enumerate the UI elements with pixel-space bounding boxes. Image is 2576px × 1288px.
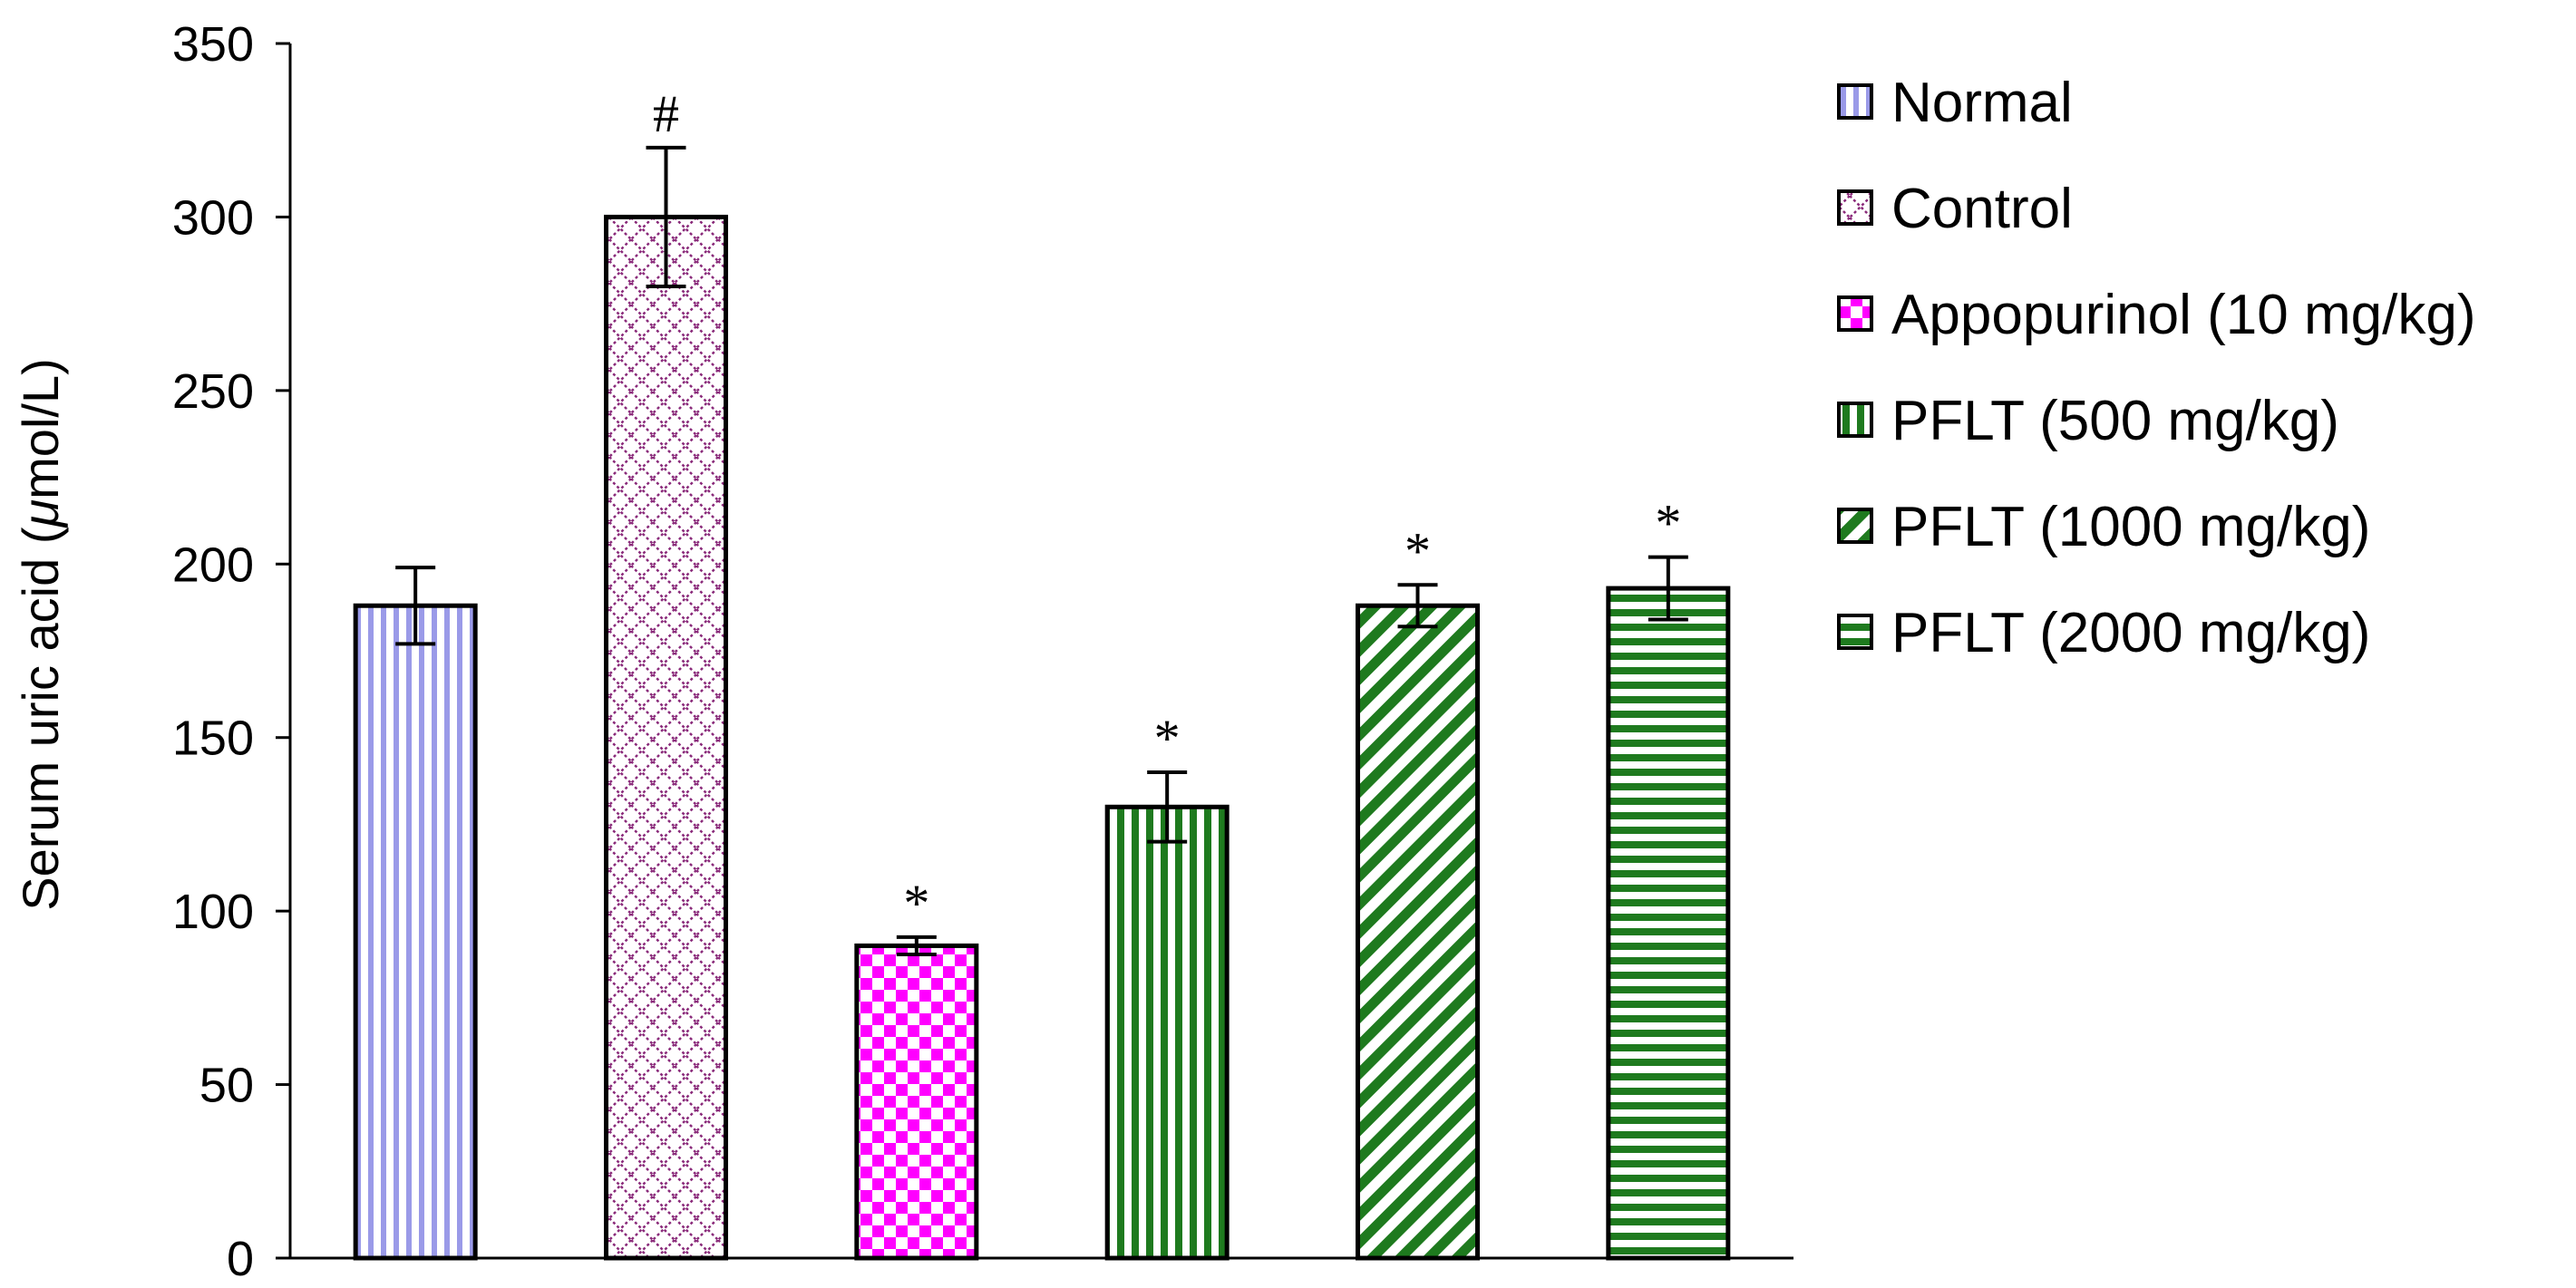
y-tick-label: 250	[172, 364, 254, 419]
legend-label-5: PFLT (2000 mg/kg)	[1891, 602, 2370, 664]
y-tick-label: 300	[172, 190, 254, 245]
significance-mark-3: *	[1154, 709, 1181, 768]
legend-swatch-1	[1837, 189, 1873, 226]
y-axis-title-prefix: Serum uric acid (	[12, 527, 69, 911]
legend: Normal Control Appopurinol (10 mg/kg) PFLT …	[1837, 72, 2475, 664]
legend-swatch-4	[1837, 508, 1873, 544]
y-tick-label: 350	[172, 17, 254, 72]
y-axis: 0 50 100 150 200 250 300 350	[172, 17, 292, 1286]
y-tick-label: 200	[172, 537, 254, 592]
legend-label-3: PFLT (500 mg/kg)	[1891, 390, 2339, 452]
legend-label-4: PFLT (1000 mg/kg)	[1891, 496, 2370, 558]
legend-swatch-5	[1837, 614, 1873, 650]
legend-label-2: Appopurinol (10 mg/kg)	[1891, 284, 2475, 346]
y-tick-label: 150	[172, 712, 254, 766]
legend-swatch-0	[1837, 83, 1873, 120]
y-tick-label: 100	[172, 885, 254, 939]
bar-4	[1356, 603, 1480, 1261]
bar-0	[353, 603, 478, 1261]
legend-label-0: Normal	[1891, 72, 2073, 134]
legend-swatch-3	[1837, 402, 1873, 438]
bar-1	[604, 214, 728, 1261]
bars: # * * * *	[353, 84, 1731, 1261]
significance-mark-5: *	[1655, 494, 1681, 553]
bar-2	[854, 943, 979, 1261]
significance-mark-4: *	[1405, 521, 1431, 580]
y-axis-title: Serum uric acid (μmol/L)	[12, 358, 69, 911]
bar-3	[1104, 804, 1230, 1261]
legend-swatch-2	[1837, 295, 1873, 332]
y-axis-title-suffix: mol/L)	[12, 358, 69, 499]
y-tick-label: 0	[227, 1232, 254, 1286]
significance-mark-2: *	[903, 874, 929, 933]
legend-label-1: Control	[1891, 178, 2073, 240]
bar-5	[1606, 586, 1731, 1261]
y-axis-title-mu: μ	[12, 499, 69, 529]
significance-mark-1: #	[653, 84, 679, 143]
y-tick-label: 50	[199, 1059, 254, 1113]
